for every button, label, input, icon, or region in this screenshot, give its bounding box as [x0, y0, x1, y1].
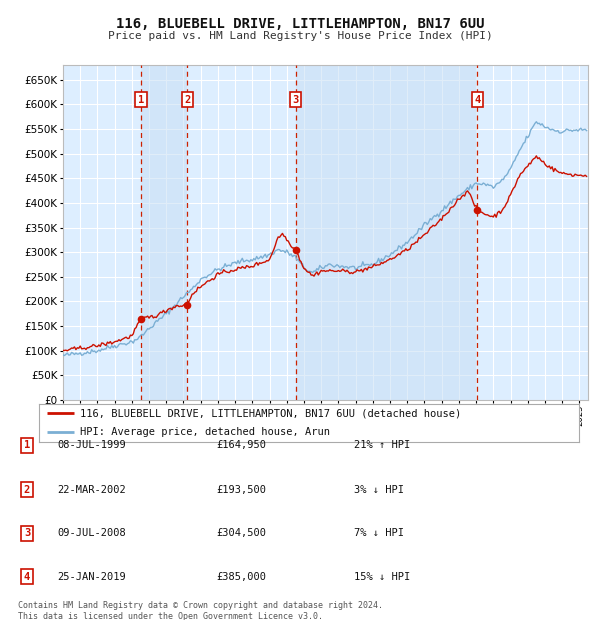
Bar: [141, 65, 187, 400]
Text: 21% ↑ HPI: 21% ↑ HPI: [354, 440, 410, 450]
Text: 15% ↓ HPI: 15% ↓ HPI: [354, 572, 410, 582]
Text: 3: 3: [24, 528, 30, 538]
Text: £164,950: £164,950: [216, 440, 266, 450]
Text: 7% ↓ HPI: 7% ↓ HPI: [354, 528, 404, 538]
Text: Price paid vs. HM Land Registry's House Price Index (HPI): Price paid vs. HM Land Registry's House …: [107, 31, 493, 41]
Bar: [296, 65, 478, 400]
Text: £193,500: £193,500: [216, 485, 266, 495]
Text: 22-MAR-2002: 22-MAR-2002: [57, 485, 126, 495]
Text: 3: 3: [293, 95, 299, 105]
Text: £304,500: £304,500: [216, 528, 266, 538]
Text: This data is licensed under the Open Government Licence v3.0.: This data is licensed under the Open Gov…: [18, 612, 323, 620]
Text: 116, BLUEBELL DRIVE, LITTLEHAMPTON, BN17 6UU: 116, BLUEBELL DRIVE, LITTLEHAMPTON, BN17…: [116, 17, 484, 32]
Text: 2: 2: [24, 485, 30, 495]
Text: 25-JAN-2019: 25-JAN-2019: [57, 572, 126, 582]
Text: £385,000: £385,000: [216, 572, 266, 582]
Text: 1: 1: [137, 95, 144, 105]
Text: 2: 2: [184, 95, 190, 105]
Text: 3% ↓ HPI: 3% ↓ HPI: [354, 485, 404, 495]
Text: 4: 4: [24, 572, 30, 582]
Text: 116, BLUEBELL DRIVE, LITTLEHAMPTON, BN17 6UU (detached house): 116, BLUEBELL DRIVE, LITTLEHAMPTON, BN17…: [79, 408, 461, 419]
Text: 09-JUL-2008: 09-JUL-2008: [57, 528, 126, 538]
Text: HPI: Average price, detached house, Arun: HPI: Average price, detached house, Arun: [79, 427, 329, 438]
Text: Contains HM Land Registry data © Crown copyright and database right 2024.: Contains HM Land Registry data © Crown c…: [18, 601, 383, 611]
Text: 08-JUL-1999: 08-JUL-1999: [57, 440, 126, 450]
Text: 1: 1: [24, 440, 30, 450]
Text: 4: 4: [474, 95, 481, 105]
